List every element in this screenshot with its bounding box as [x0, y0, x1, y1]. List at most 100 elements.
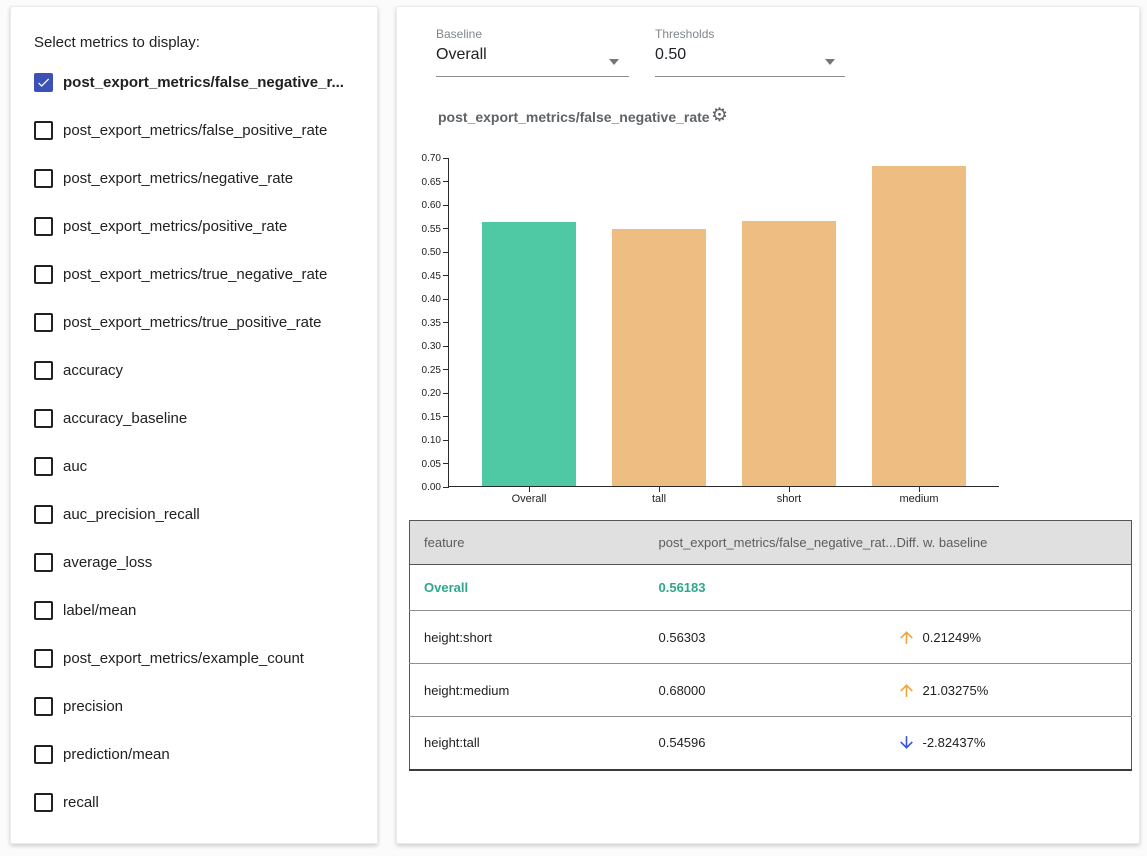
metric-checkbox-row[interactable]: post_export_metrics/true_positive_rate — [34, 298, 369, 346]
value-cell: 0.54596 — [658, 716, 895, 770]
table-header-row: feature post_export_metrics/false_negati… — [409, 520, 1132, 565]
metric-checkbox-row[interactable]: post_export_metrics/false_positive_rate — [34, 106, 369, 154]
checkbox[interactable] — [34, 456, 53, 476]
checkbox[interactable] — [34, 696, 53, 716]
metric-checkbox-row[interactable]: post_export_metrics/false_negative_r... — [34, 58, 369, 106]
checkbox[interactable] — [34, 168, 53, 188]
metric-checkbox-row[interactable]: post_export_metrics/positive_rate — [34, 202, 369, 250]
arrow-up-icon — [899, 683, 913, 697]
y-axis-tick-label: 0.60 — [421, 200, 441, 211]
y-axis-tick-label: 0.30 — [421, 341, 441, 352]
bar-chart: 0.00 0.05 0.10 0.15 0.20 0.25 0.30 0.35 0.40 0.45… — [422, 153, 999, 505]
y-axis-tick-label: 0.65 — [421, 176, 441, 188]
metric-label: post_export_metrics/false_negative_r... — [63, 73, 344, 91]
diff-cell: -2.82437% — [894, 716, 1132, 770]
metrics-table-body: Overall 0.56183 height:short 0.56303 0.21249… — [409, 565, 1132, 770]
y-axis-tick — [443, 204, 449, 206]
metric-label: precision — [63, 697, 124, 715]
metric-list: post_export_metrics/false_negative_r...p… — [34, 58, 369, 826]
bar-tall[interactable] — [612, 229, 706, 486]
feature-cell: Overall — [424, 580, 469, 595]
y-axis-tick — [443, 228, 449, 229]
baseline-select[interactable]: Baseline Overall — [436, 27, 629, 77]
y-axis-tick — [443, 486, 449, 488]
metric-selector-panel: Select metrics to display: post_export_m… — [10, 6, 378, 844]
thresholds-select[interactable]: Thresholds 0.50 — [655, 27, 845, 77]
diff-value: -2.82437% — [922, 735, 986, 751]
metric-label: accuracy_baseline — [63, 409, 188, 427]
y-axis-tick — [443, 157, 449, 159]
metric-checkbox-row[interactable]: precision — [34, 682, 369, 730]
checkbox[interactable] — [34, 120, 53, 140]
chart-title: post_export_metrics/false_negative_rate — [438, 109, 710, 125]
checkbox[interactable] — [34, 216, 53, 236]
metric-label: label/mean — [63, 601, 137, 619]
value-cell: 0.56183 — [658, 580, 706, 595]
checkbox[interactable] — [34, 552, 53, 572]
y-axis-tick — [443, 463, 449, 464]
baseline-label: Baseline — [436, 27, 483, 41]
y-axis-tick-label: 0.15 — [421, 411, 441, 423]
checkbox[interactable] — [34, 744, 53, 764]
dropdown-underline — [436, 76, 629, 77]
baseline-value: Overall — [436, 46, 487, 63]
metric-checkbox-row[interactable]: average_loss — [34, 538, 369, 586]
y-axis-tick — [443, 298, 449, 300]
checkbox[interactable] — [34, 72, 53, 92]
bar-short[interactable] — [742, 221, 836, 486]
metric-checkbox-row[interactable]: auc_precision_recall — [34, 490, 369, 538]
metric-checkbox-row[interactable]: accuracy_baseline — [34, 394, 369, 442]
checkbox[interactable] — [34, 648, 53, 668]
y-axis-tick-label: 0.00 — [421, 482, 441, 493]
checkbox[interactable] — [34, 600, 53, 620]
check-icon — [38, 77, 50, 87]
metric-label: average_loss — [63, 553, 153, 571]
thresholds-value: 0.50 — [655, 46, 687, 63]
table-row[interactable]: Overall 0.56183 — [410, 565, 1132, 611]
y-axis-tick — [443, 322, 449, 323]
metric-checkbox-row[interactable]: recall — [34, 778, 369, 826]
metric-label: accuracy — [63, 361, 124, 379]
metric-checkbox-row[interactable]: post_export_metrics/true_negative_rate — [34, 250, 369, 298]
checkbox[interactable] — [34, 312, 53, 332]
diff-cell: 21.03275% — [894, 663, 1132, 717]
x-axis-tick — [659, 487, 660, 492]
y-axis-tick-label: 0.35 — [421, 317, 441, 329]
x-axis-label: medium — [899, 493, 939, 505]
metric-label: prediction/mean — [63, 745, 170, 763]
y-axis-tick — [443, 181, 449, 182]
chevron-down-icon — [609, 59, 619, 65]
metric-checkbox-row[interactable]: post_export_metrics/negative_rate — [34, 154, 369, 202]
diff-value: 0.21249% — [922, 629, 982, 645]
metrics-table: feature post_export_metrics/false_negati… — [409, 520, 1132, 771]
metric-label: post_export_metrics/true_positive_rate — [63, 313, 322, 331]
x-axis-label: Overall — [511, 493, 547, 505]
metric-checkbox-row[interactable]: accuracy — [34, 346, 369, 394]
chevron-down-icon — [825, 59, 835, 65]
checkbox[interactable] — [34, 408, 53, 428]
arrow-down-icon — [899, 736, 913, 750]
checkbox[interactable] — [34, 504, 53, 524]
column-header-metric: post_export_metrics/false_negative_rat..… — [658, 520, 896, 565]
metric-checkbox-row[interactable]: auc — [34, 442, 369, 490]
y-axis-tick — [443, 439, 449, 441]
bar-medium[interactable] — [872, 166, 966, 486]
y-axis-tick-label: 0.50 — [421, 247, 441, 258]
checkbox[interactable] — [34, 264, 53, 284]
checkbox[interactable] — [34, 792, 53, 812]
table-row[interactable]: height:tall 0.54596 -2.82437% — [409, 716, 1132, 770]
y-axis-tick — [443, 416, 449, 417]
gear-icon[interactable]: ⚙ — [711, 105, 729, 126]
table-row[interactable]: height:medium 0.68000 21.03275% — [409, 663, 1132, 717]
table-row[interactable]: height:short 0.56303 0.21249% — [409, 610, 1132, 664]
metric-selector-title: Select metrics to display: — [34, 34, 200, 51]
diff-value: 21.03275% — [922, 682, 989, 698]
x-axis-label: short — [776, 493, 802, 505]
metric-checkbox-row[interactable]: label/mean — [34, 586, 369, 634]
metric-details-panel: Baseline Overall Thresholds 0.50 post_ex… — [396, 6, 1140, 844]
bar-overall[interactable] — [482, 221, 576, 486]
metric-checkbox-row[interactable]: prediction/mean — [34, 730, 369, 778]
checkbox[interactable] — [34, 360, 53, 380]
metric-checkbox-row[interactable]: post_export_metrics/example_count — [34, 634, 369, 682]
metric-label: recall — [63, 793, 99, 811]
